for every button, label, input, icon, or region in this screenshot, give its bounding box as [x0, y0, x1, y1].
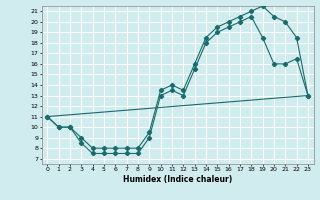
X-axis label: Humidex (Indice chaleur): Humidex (Indice chaleur) [123, 175, 232, 184]
